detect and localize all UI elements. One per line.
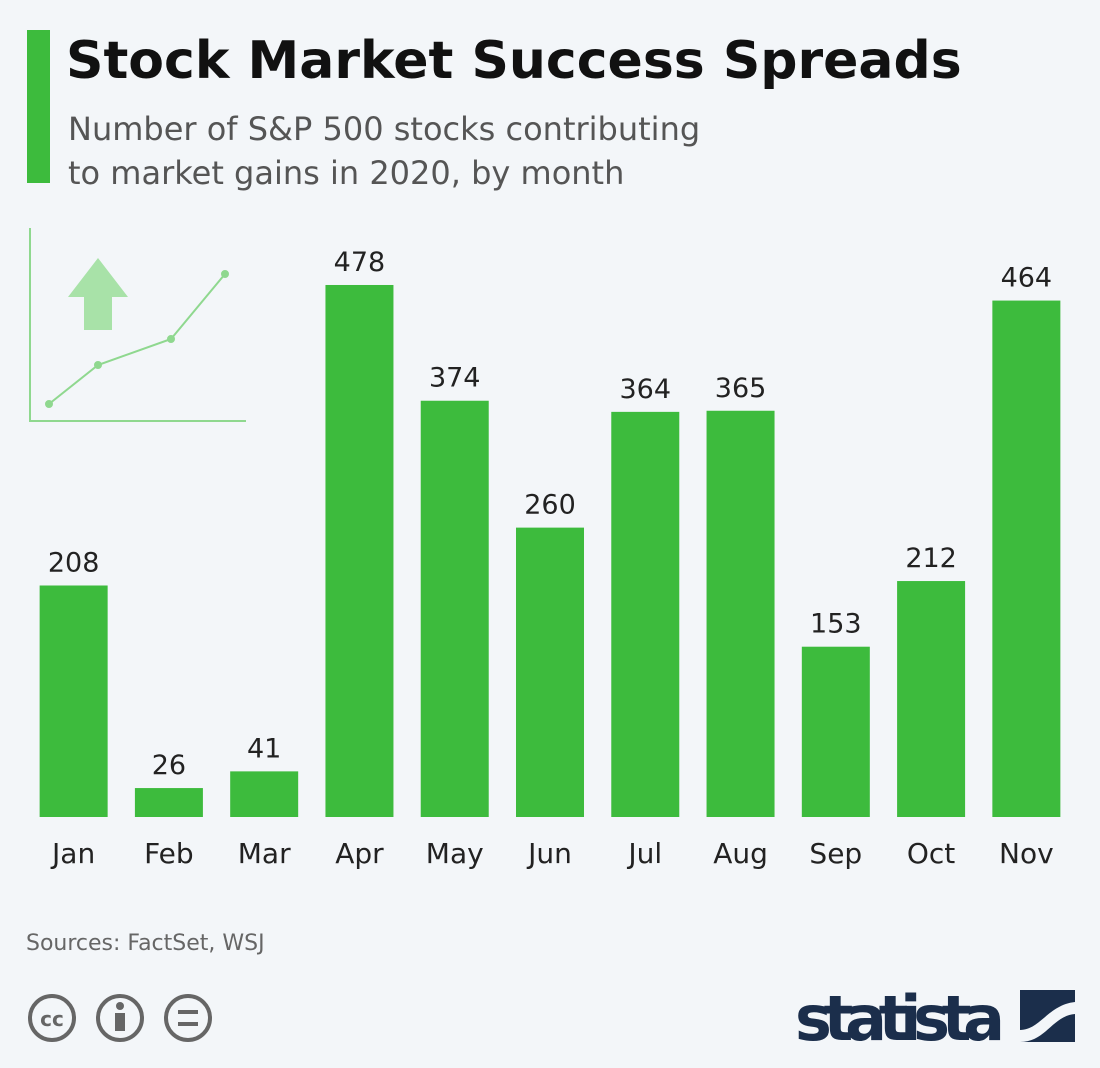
- x-tick-label: Oct: [907, 837, 955, 870]
- chart-title: Stock Market Success Spreads: [66, 31, 962, 91]
- bar: [801, 646, 870, 817]
- x-tick-label: Jan: [50, 837, 95, 870]
- license: cc: [40, 1007, 64, 1031]
- bar: [134, 788, 203, 817]
- value-label: 26: [152, 750, 186, 781]
- value-label: 208: [48, 547, 100, 578]
- brand: statista: [795, 982, 1005, 1055]
- chart-subtitle: Number of S&P 500 stocks contributing: [68, 110, 700, 148]
- value-label: 365: [715, 373, 767, 404]
- license-icons: [28, 994, 212, 1042]
- value-label: 212: [905, 543, 957, 574]
- bar: [992, 300, 1061, 817]
- x-tick-label: Nov: [999, 837, 1054, 870]
- value-label: 153: [810, 609, 862, 640]
- x-tick-label: Sep: [809, 837, 862, 870]
- value-label: 41: [247, 733, 281, 764]
- value-label: 260: [524, 490, 576, 521]
- illustration: [29, 228, 246, 422]
- title-accent: [27, 30, 50, 183]
- value-label: 364: [619, 374, 671, 405]
- bar: [325, 284, 394, 818]
- x-tick-label: Feb: [144, 837, 194, 870]
- bar: [420, 400, 489, 817]
- value-label: 464: [1001, 263, 1053, 294]
- bar: [230, 771, 299, 817]
- x-tick-label: Jun: [526, 837, 572, 870]
- x-tick-label: Aug: [713, 837, 768, 870]
- bar: [897, 581, 966, 817]
- value-label: 374: [429, 363, 481, 394]
- x-tick-label: Jul: [626, 837, 662, 870]
- bar: [611, 411, 680, 817]
- x-tick-label: Mar: [238, 837, 291, 870]
- brand-icon: [1020, 990, 1075, 1042]
- bar: [39, 585, 108, 817]
- bar: [706, 410, 775, 817]
- source: Sources: FactSet, WSJ: [26, 931, 265, 956]
- x-tick-label: May: [426, 837, 484, 870]
- value-label: 478: [334, 247, 386, 278]
- bar: [516, 527, 584, 817]
- x-tick-label: Apr: [335, 837, 384, 870]
- chart-subtitle: to market gains in 2020, by month: [68, 154, 624, 192]
